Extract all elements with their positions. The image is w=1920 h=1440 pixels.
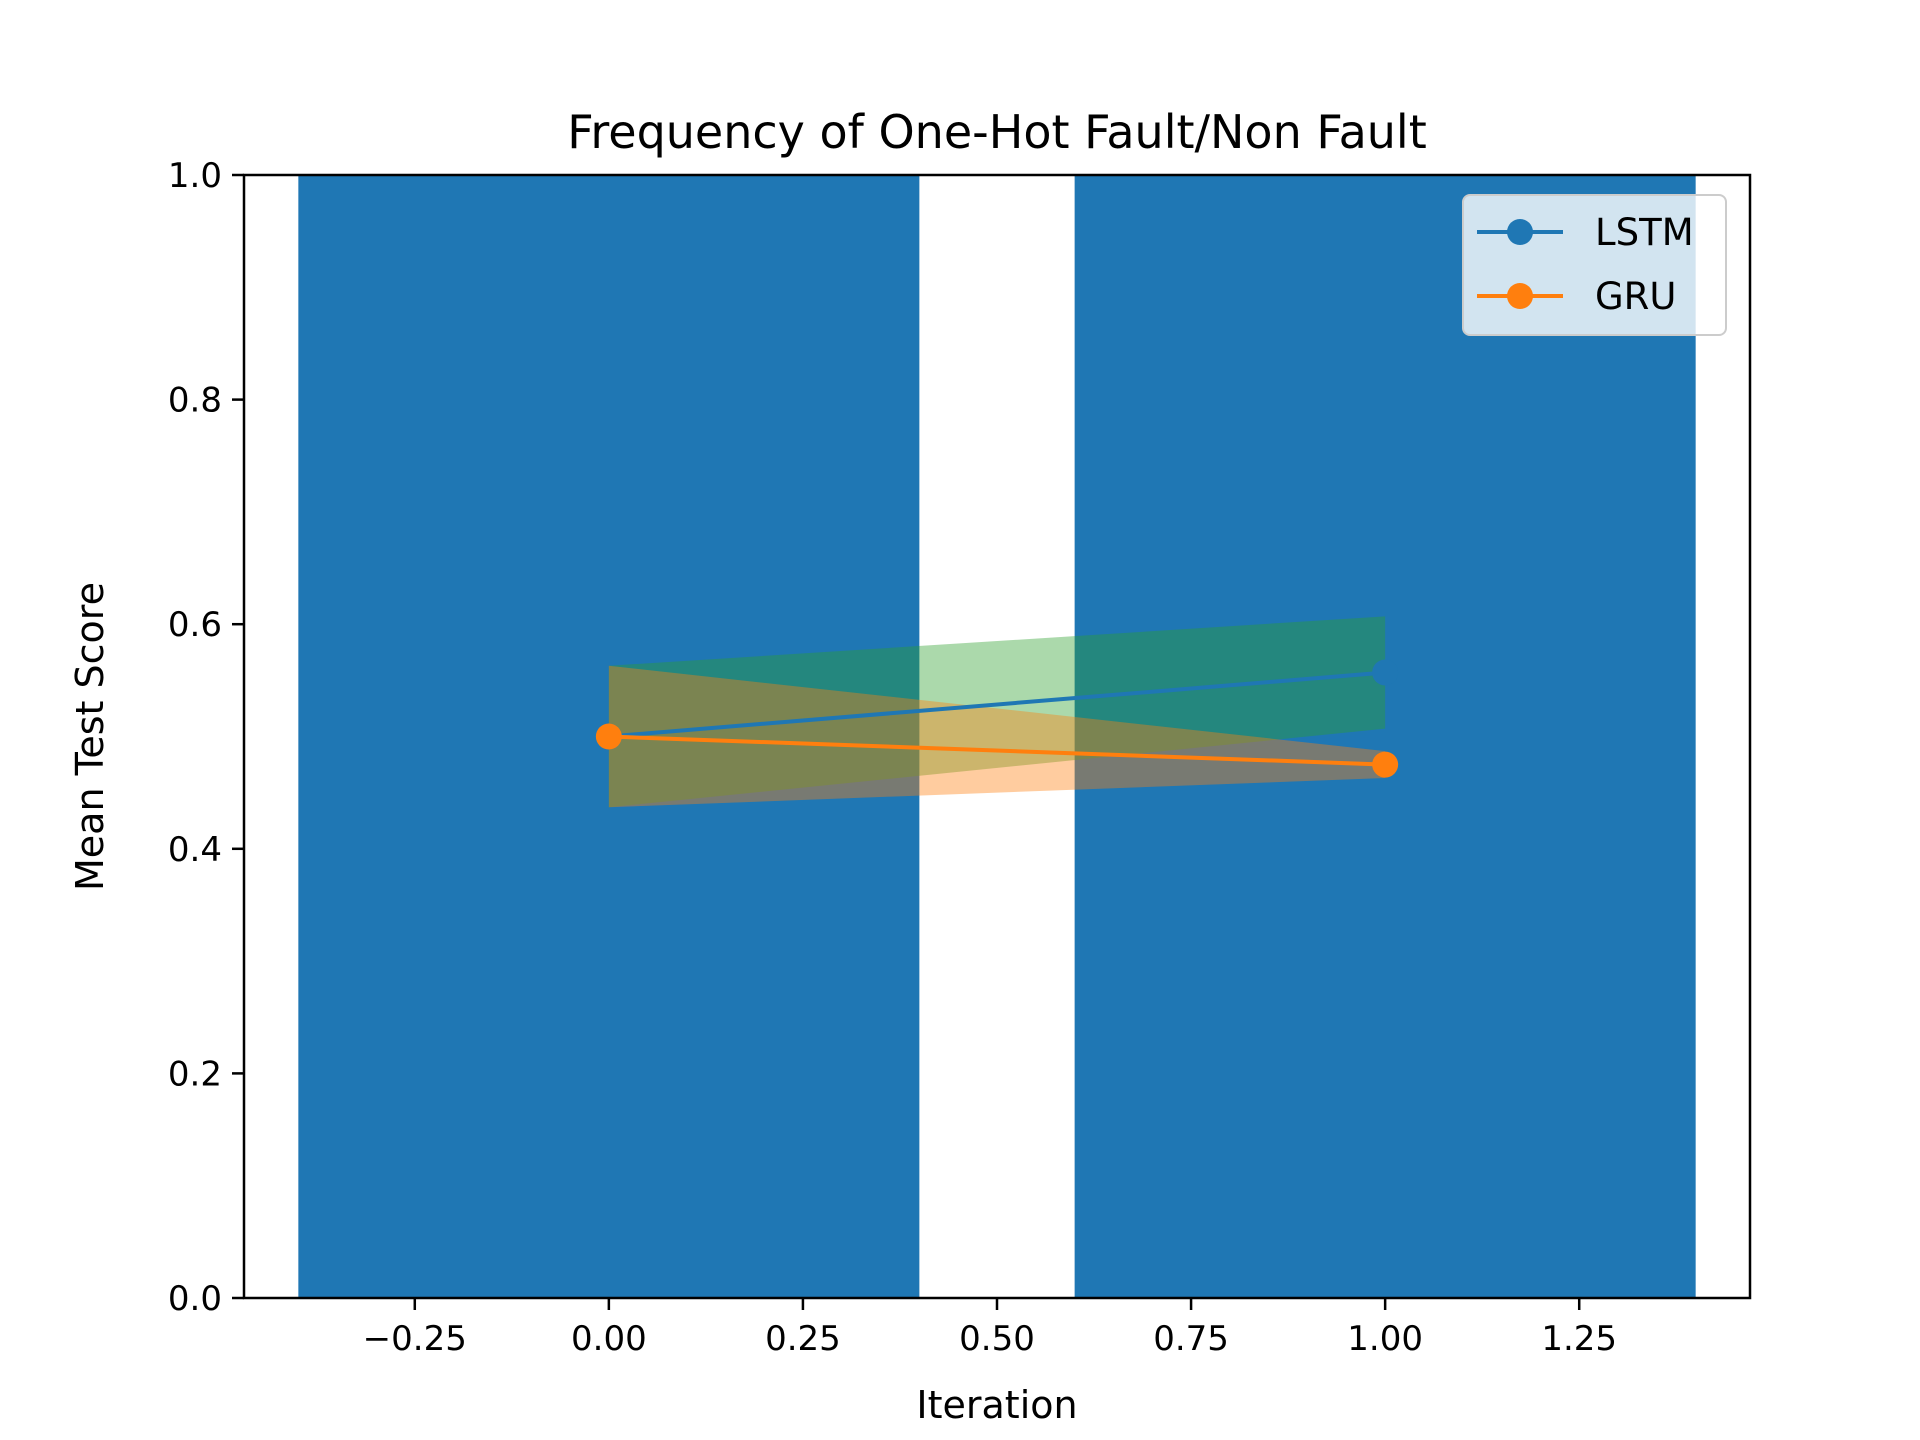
data-point-gru bbox=[595, 723, 622, 750]
y-tick-label: 0.4 bbox=[168, 830, 222, 870]
confidence-band-gru bbox=[608, 665, 1386, 808]
x-tick-label: 0.25 bbox=[765, 1319, 841, 1359]
x-axis-title: Iteration bbox=[916, 1383, 1077, 1427]
bar bbox=[1074, 175, 1696, 1298]
series-line-gru bbox=[608, 734, 1386, 767]
legend-marker-lstm bbox=[1507, 219, 1533, 245]
x-tick-label: 0.50 bbox=[959, 1319, 1035, 1359]
x-tick-label: −0.25 bbox=[363, 1319, 467, 1359]
legend: LSTM GRU bbox=[1462, 194, 1727, 336]
x-tick-label: 1.25 bbox=[1541, 1319, 1617, 1359]
x-axis: −0.25 0.00 0.25 0.50 0.75 1.00 1.25 bbox=[363, 1298, 1617, 1359]
series-line-lstm bbox=[608, 670, 1386, 739]
legend-label-gru: GRU bbox=[1595, 275, 1676, 318]
confidence-band-lstm bbox=[608, 616, 1386, 808]
y-axis: 0.0 0.2 0.4 0.6 0.8 1.0 bbox=[168, 156, 244, 1319]
y-tick-label: 0.0 bbox=[168, 1279, 222, 1319]
y-tick-label: 0.8 bbox=[168, 381, 222, 421]
legend-marker-gru bbox=[1507, 283, 1533, 309]
data-point-gru bbox=[1372, 751, 1399, 778]
x-tick-label: 0.75 bbox=[1153, 1319, 1229, 1359]
legend-label-lstm: LSTM bbox=[1595, 211, 1694, 254]
lines-layer bbox=[595, 659, 1399, 778]
data-point-lstm bbox=[1372, 659, 1399, 686]
x-tick-label: 0.00 bbox=[571, 1319, 647, 1359]
bands-layer bbox=[608, 616, 1386, 808]
y-tick-label: 1.0 bbox=[168, 156, 222, 196]
chart-title: Frequency of One-Hot Fault/Non Fault bbox=[567, 105, 1427, 159]
y-tick-label: 0.2 bbox=[168, 1054, 222, 1094]
y-tick-label: 0.6 bbox=[168, 605, 222, 645]
x-tick-label: 1.00 bbox=[1347, 1319, 1423, 1359]
y-axis-title: Mean Test Score bbox=[68, 582, 112, 891]
